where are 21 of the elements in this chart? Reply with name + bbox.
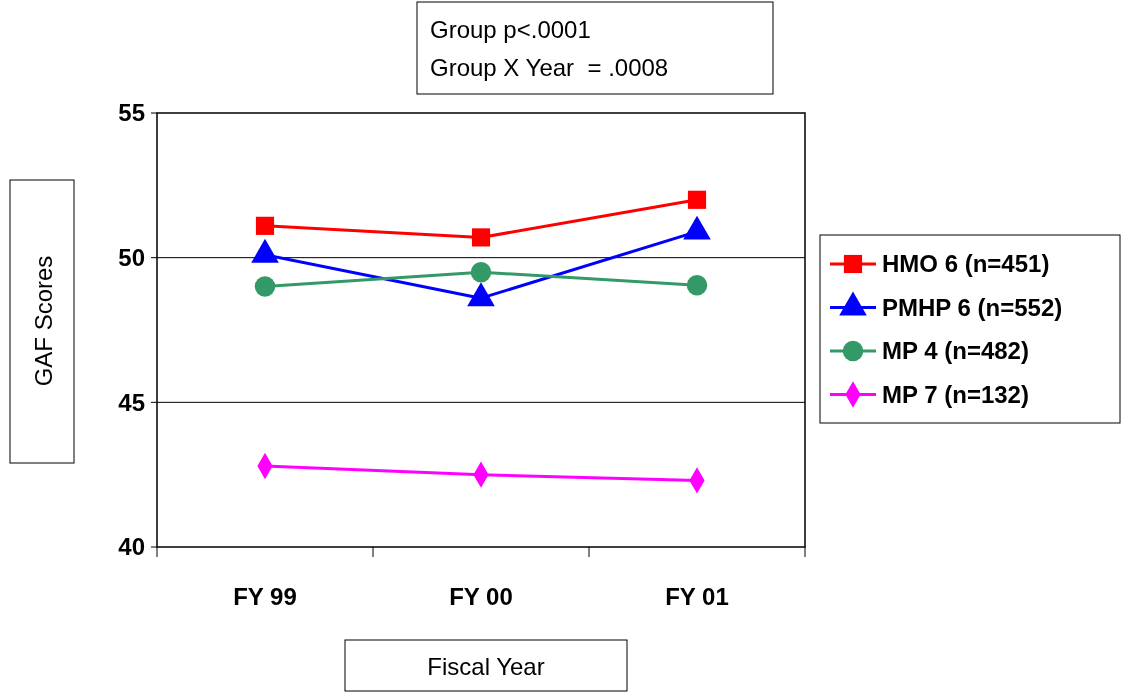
x-tick-label: FY 00 — [449, 583, 513, 610]
point — [470, 261, 492, 283]
point — [471, 228, 491, 247]
x-tick-label: FY 99 — [233, 583, 297, 610]
y-tick-label: 55 — [118, 99, 145, 127]
point — [255, 216, 275, 235]
text: Group p<.0001 — [430, 16, 591, 43]
y-tick-label: 40 — [118, 533, 145, 561]
y-axis-title: GAF Scores — [30, 255, 57, 387]
x-axis-title: Fiscal Year — [427, 653, 545, 680]
legend-label: PMHP 6 (n=552) — [882, 293, 1063, 321]
legend-label: MP 4 (n=482) — [882, 337, 1029, 365]
y-tick-label: 45 — [118, 388, 145, 416]
point — [686, 274, 708, 296]
y-tick-label: 50 — [118, 244, 145, 272]
x-tick-label: FY 01 — [665, 583, 729, 610]
point — [254, 276, 276, 297]
legend-label: MP 7 (n=132) — [882, 380, 1029, 408]
legend-label: HMO 6 (n=451) — [882, 250, 1050, 278]
text: Group X Year = .0008 — [430, 54, 669, 81]
point — [687, 190, 707, 209]
